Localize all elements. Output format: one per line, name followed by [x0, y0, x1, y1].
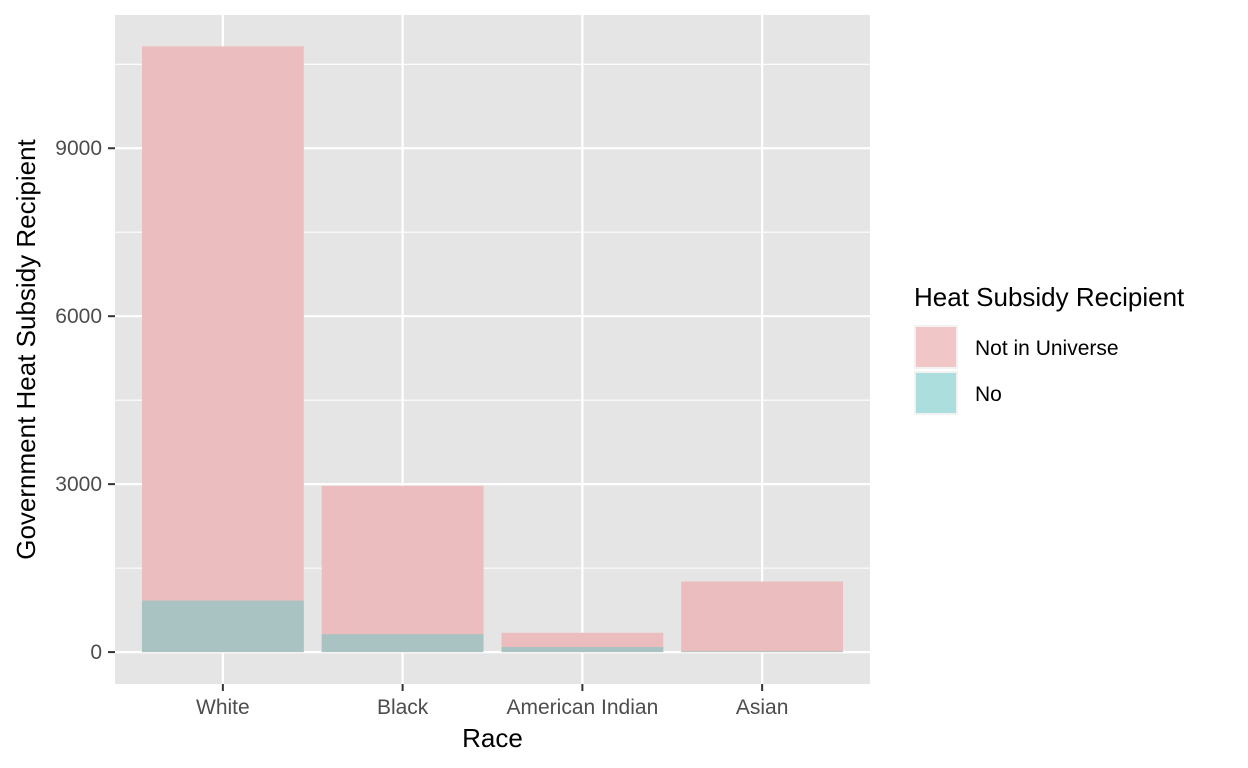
legend-items: Not in Universe No — [914, 325, 1119, 415]
bar-not-in-universe — [681, 581, 844, 653]
x-tick-label: American Indian — [507, 696, 659, 719]
bar-no — [141, 600, 304, 653]
legend-title: Heat Subsidy Recipient — [914, 282, 1185, 312]
bars — [141, 46, 844, 653]
y-tick-label: 3000 — [55, 473, 102, 496]
legend: Heat Subsidy Recipient Not in Universe No — [914, 282, 1185, 415]
legend-label: No — [975, 383, 1002, 406]
y-axis: 0 3000 6000 9000 — [55, 137, 115, 664]
y-tick-label: 6000 — [55, 305, 102, 328]
legend-label: Not in Universe — [975, 337, 1119, 360]
bar-no — [321, 634, 484, 653]
x-tick-label: White — [196, 696, 250, 719]
x-tick-label: Asian — [736, 696, 789, 719]
y-tick-label: 0 — [90, 641, 102, 664]
bar-not-in-universe — [321, 485, 484, 653]
bar-no — [501, 647, 664, 653]
legend-swatch — [916, 327, 956, 367]
x-tick-label: Black — [377, 696, 429, 719]
x-axis: White Black American Indian Asian — [196, 684, 788, 719]
x-axis-title: Race — [462, 723, 523, 753]
legend-swatch — [916, 373, 956, 413]
bar-not-in-universe — [141, 46, 304, 653]
y-axis-title: Government Heat Subsidy Recipient — [11, 138, 41, 559]
bar-no — [681, 651, 844, 653]
y-tick-label: 9000 — [55, 137, 102, 160]
